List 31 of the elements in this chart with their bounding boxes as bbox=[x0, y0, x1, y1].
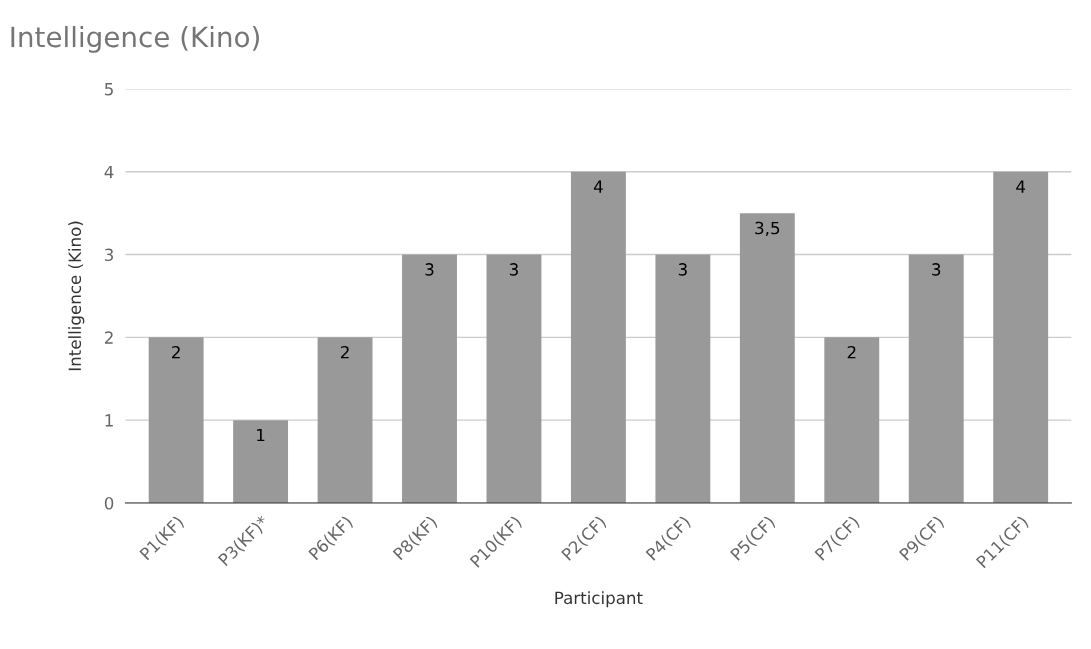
data-label: 3 bbox=[678, 263, 687, 276]
bar bbox=[993, 171, 1049, 503]
data-label: 1 bbox=[257, 428, 265, 442]
bar bbox=[908, 254, 964, 503]
bar bbox=[402, 254, 457, 503]
bar bbox=[655, 254, 711, 503]
y-axis-title: Intelligence (Kino) bbox=[68, 221, 85, 371]
x-axis-title: Participant bbox=[555, 591, 643, 608]
bar bbox=[317, 337, 373, 503]
y-tick-label: 0 bbox=[104, 496, 114, 510]
y-tick-label: 1 bbox=[105, 414, 113, 427]
data-label: 3,5 bbox=[755, 221, 780, 237]
y-tick-label: 5 bbox=[105, 83, 113, 96]
data-label: 3 bbox=[932, 263, 941, 276]
bar bbox=[148, 337, 204, 503]
data-label: 2 bbox=[340, 345, 349, 359]
bar bbox=[486, 254, 542, 503]
bar bbox=[233, 420, 289, 503]
data-label: 4 bbox=[593, 180, 603, 193]
data-label: 4 bbox=[1016, 180, 1026, 193]
y-tick-label: 4 bbox=[104, 165, 114, 179]
bar bbox=[570, 171, 626, 503]
y-tick-label: 3 bbox=[105, 248, 114, 262]
data-label: 2 bbox=[847, 345, 856, 359]
data-label: 3 bbox=[425, 263, 434, 276]
data-label: 3 bbox=[509, 263, 518, 276]
chart-title: Intelligence (Kino) bbox=[11, 25, 259, 53]
y-tick-label: 2 bbox=[104, 331, 113, 344]
bar bbox=[739, 213, 795, 503]
bar bbox=[824, 337, 880, 503]
data-label: 2 bbox=[172, 345, 180, 359]
